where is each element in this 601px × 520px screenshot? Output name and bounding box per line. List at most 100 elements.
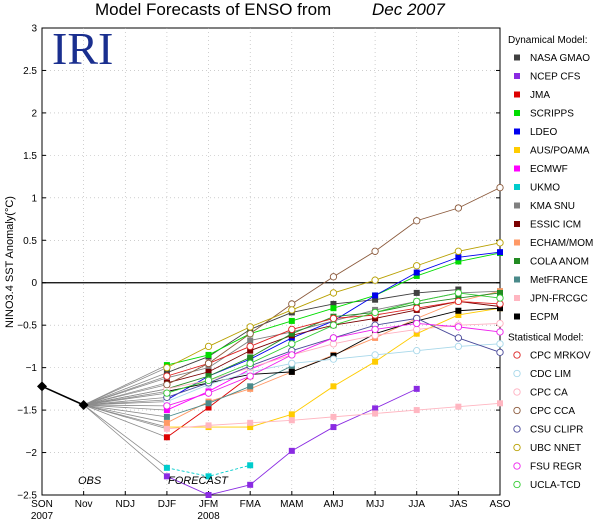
y-tick-label: −1 xyxy=(26,363,38,374)
data-point xyxy=(246,342,254,351)
data-point xyxy=(288,300,296,308)
data-point xyxy=(163,380,171,389)
data-point xyxy=(163,407,170,414)
data-point xyxy=(330,383,337,390)
legend-marker xyxy=(514,202,520,209)
series-line xyxy=(166,365,293,418)
data-point xyxy=(371,331,379,340)
x-tick-label: ASO xyxy=(489,499,510,510)
x-tick-label: JJA xyxy=(408,499,425,510)
forecast-fan-lines xyxy=(83,364,168,477)
legend-entry: FSU REGR xyxy=(530,462,582,473)
data-point xyxy=(288,359,296,368)
legend-marker xyxy=(514,165,520,172)
data-point xyxy=(454,323,463,331)
data-point xyxy=(163,363,171,372)
data-point xyxy=(247,419,254,426)
plot-frame xyxy=(41,27,501,496)
obs-annotation: OBS xyxy=(78,475,102,487)
chart-title-date: Dec 2007 xyxy=(372,0,445,19)
data-point xyxy=(246,372,254,380)
legend-marker xyxy=(514,258,520,264)
data-point xyxy=(413,269,420,276)
legend-entry: ECPM xyxy=(530,312,559,323)
legend-marker xyxy=(514,91,520,98)
data-point xyxy=(497,400,503,407)
data-point xyxy=(454,204,463,212)
legend-entry: NCEP CFS xyxy=(530,72,581,83)
data-point xyxy=(454,289,463,297)
legend-entry: CPC MRKOV xyxy=(530,351,591,362)
data-point xyxy=(496,328,504,336)
data-point xyxy=(496,300,504,308)
legend-entry: ESSIC ICM xyxy=(530,220,581,231)
legend-entry: JMA xyxy=(530,90,550,101)
legend-entry: LDEO xyxy=(530,127,557,138)
legend-marker xyxy=(514,276,520,283)
x-tick-label: Nov xyxy=(75,499,93,510)
data-point xyxy=(288,368,295,375)
data-point xyxy=(413,385,420,392)
data-point xyxy=(496,340,504,348)
data-point xyxy=(288,447,295,454)
data-point xyxy=(329,355,338,363)
data-point xyxy=(247,347,254,354)
data-point xyxy=(329,340,338,348)
data-point xyxy=(455,403,462,410)
data-point xyxy=(247,424,254,431)
data-point xyxy=(330,424,337,431)
legend-marker xyxy=(513,480,521,489)
data-point xyxy=(413,407,420,414)
data-point xyxy=(163,389,171,397)
data-point xyxy=(497,289,503,296)
legend-marker xyxy=(513,388,521,396)
observed-point xyxy=(78,399,89,410)
data-point xyxy=(497,305,503,312)
legend-entry: CDC LIM xyxy=(530,369,571,380)
data-point xyxy=(330,305,337,312)
data-point xyxy=(288,317,295,324)
data-point xyxy=(288,306,296,314)
data-point xyxy=(329,273,338,281)
legend: Dynamical Model: NASA GMAO NCEP CFS JMA SCRI… xyxy=(508,35,593,491)
series-ubc-nnet xyxy=(163,239,504,372)
y-tick-label: 3 xyxy=(31,24,37,35)
data-point xyxy=(205,404,212,411)
legend-entry: UCLA-TCD xyxy=(530,480,581,491)
series-fsu-regr xyxy=(163,319,504,410)
legend-marker xyxy=(514,184,520,190)
data-point xyxy=(247,337,254,344)
data-point xyxy=(204,376,213,385)
data-point xyxy=(413,347,421,355)
data-point xyxy=(163,473,170,480)
data-point xyxy=(371,308,379,317)
data-point xyxy=(371,276,379,284)
legend-entry: COLA ANOM xyxy=(530,257,589,268)
y-tick-label: 1 xyxy=(31,193,37,204)
x-tick-label: JAS xyxy=(449,499,468,510)
legend-marker xyxy=(514,110,520,116)
legend-entry: CPC CA xyxy=(530,388,568,399)
data-point xyxy=(496,183,504,192)
x-tick-label: DJF xyxy=(158,499,176,510)
legend-marker xyxy=(514,239,520,246)
data-point xyxy=(163,464,170,471)
data-point xyxy=(329,289,338,297)
data-point xyxy=(455,307,462,314)
y-tick-label: 2.5 xyxy=(23,66,37,77)
y-tick-label: −1.5 xyxy=(17,406,37,417)
data-point xyxy=(205,351,212,358)
legend-marker xyxy=(513,462,521,470)
data-point xyxy=(371,351,379,359)
data-point xyxy=(455,258,462,265)
x-tick-label: MJJ xyxy=(366,499,384,510)
legend-marker xyxy=(513,443,521,452)
legend-entry: CSU CLIPR xyxy=(530,425,583,436)
x-tick-label: SON xyxy=(31,499,53,510)
data-point xyxy=(288,330,295,337)
series-ncep-cfs xyxy=(163,385,420,498)
data-point xyxy=(371,325,379,334)
data-point xyxy=(288,411,295,418)
data-point xyxy=(247,462,254,469)
